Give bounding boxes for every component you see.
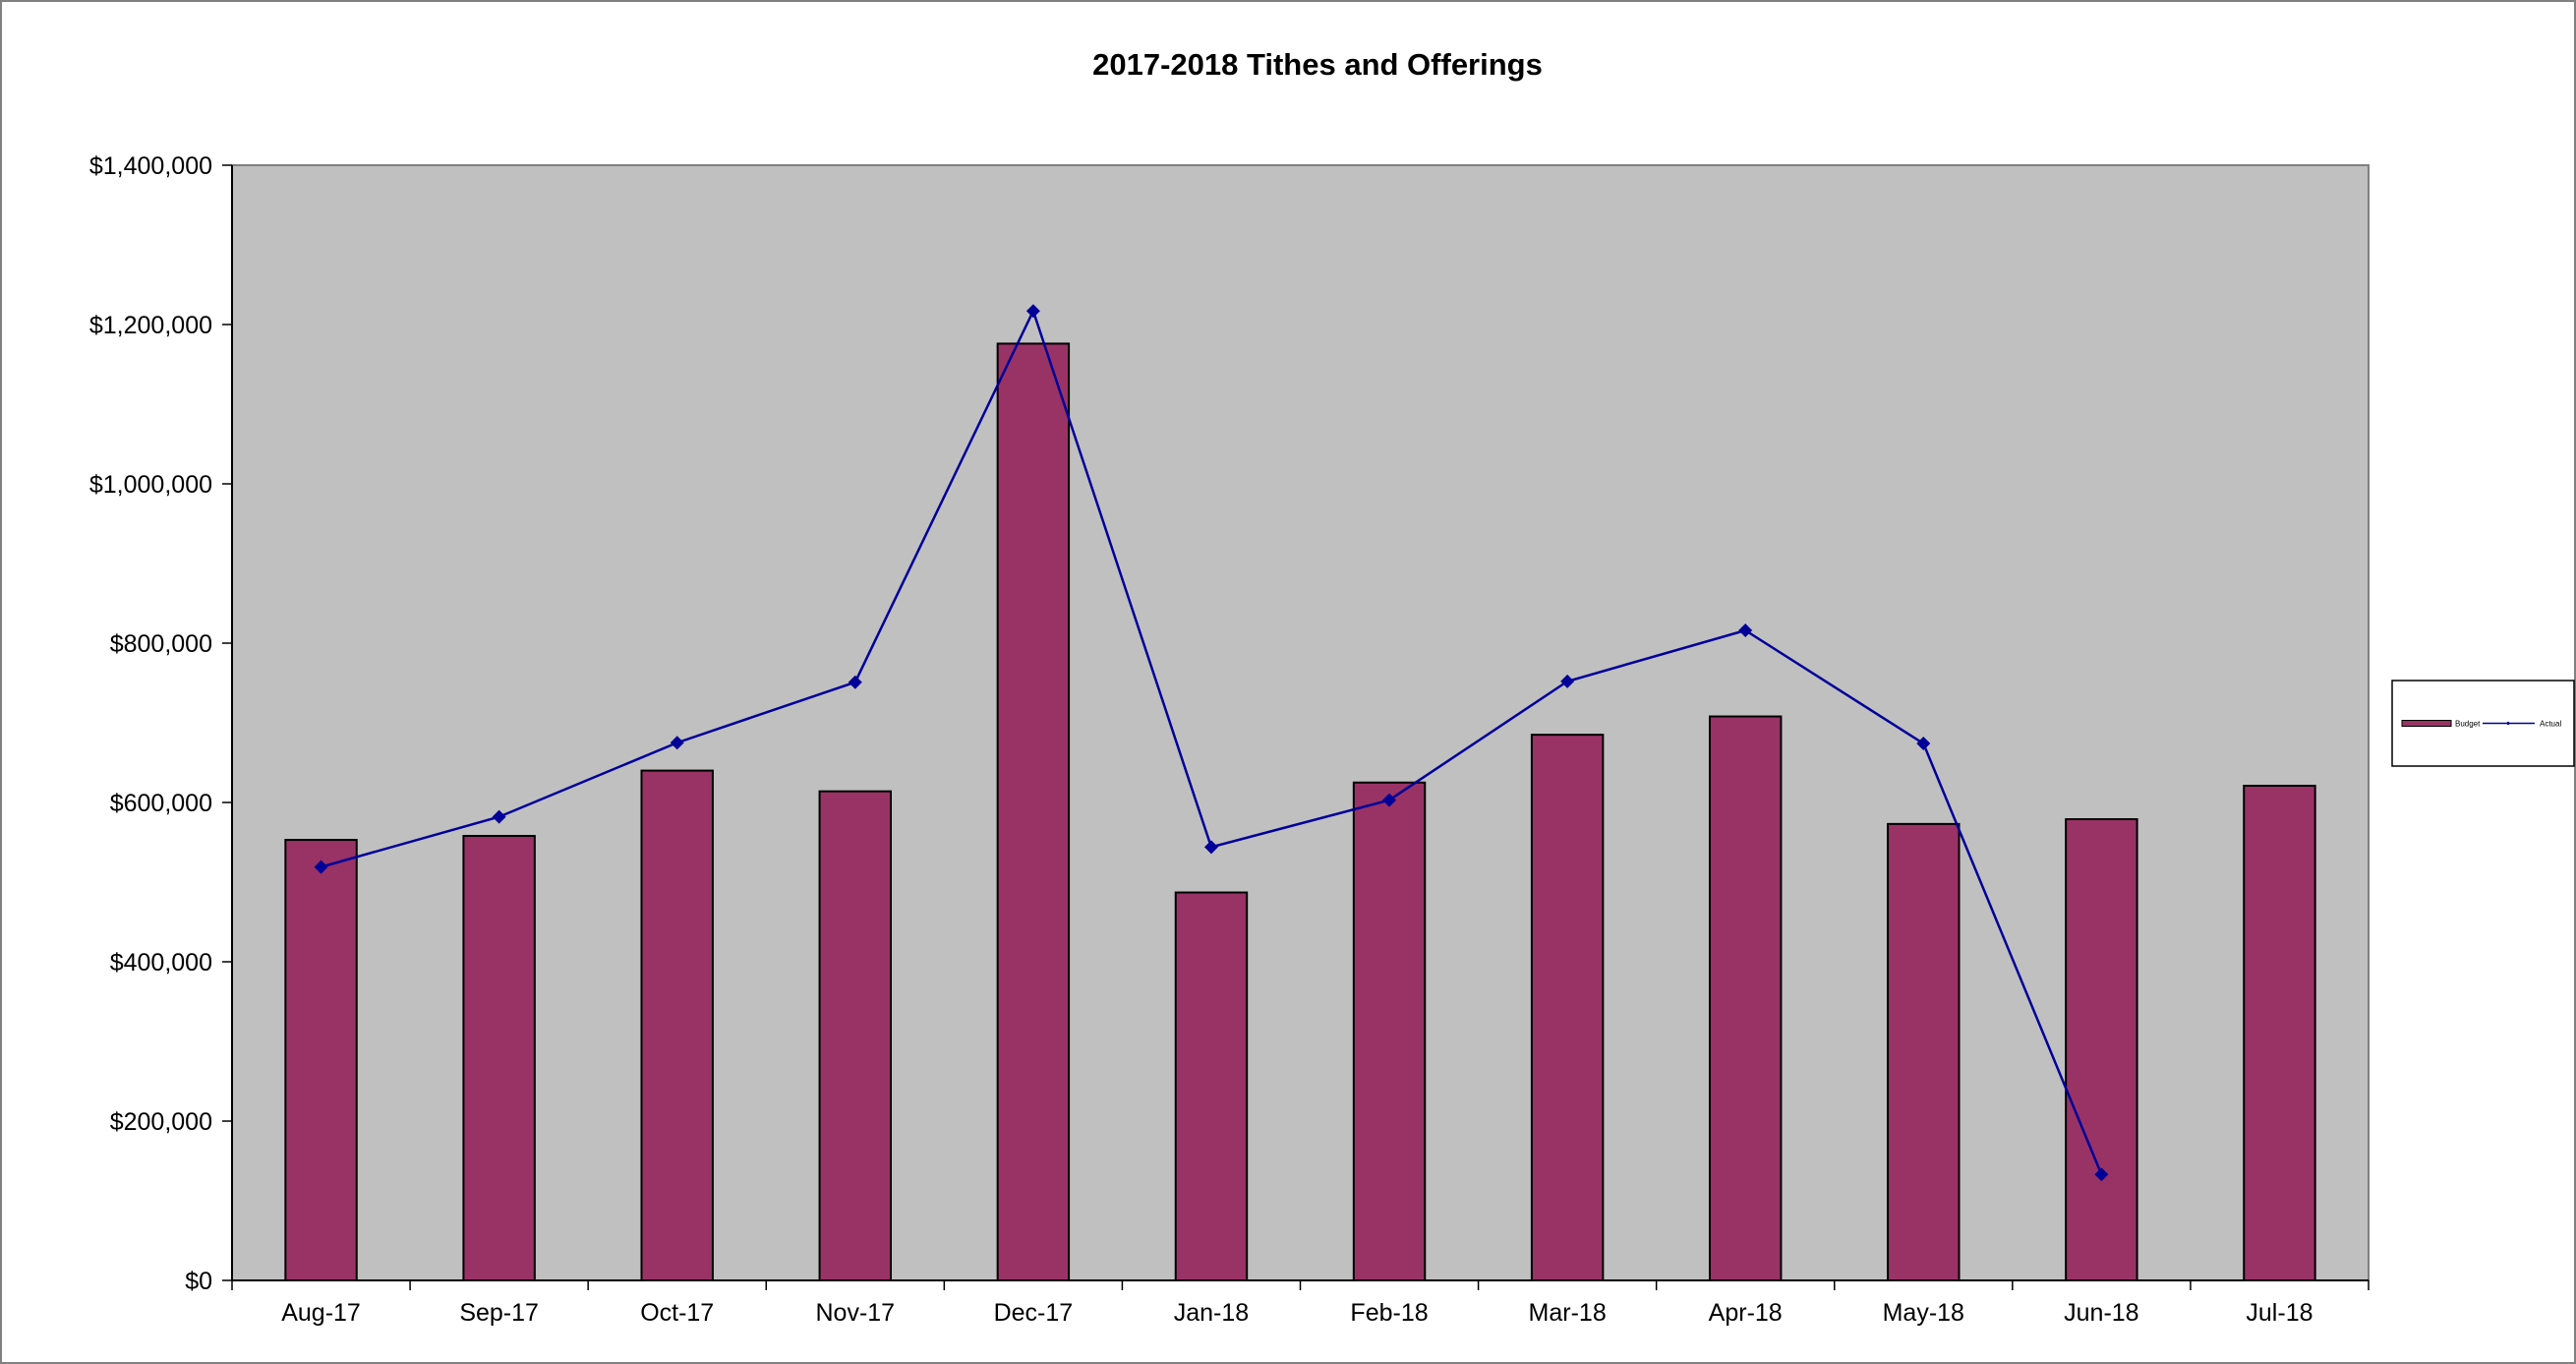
actual-point bbox=[1560, 674, 1575, 688]
actual-point bbox=[1203, 840, 1218, 855]
x-tick-label: Aug-17 bbox=[281, 1299, 361, 1327]
y-tick-label: $0 bbox=[185, 1268, 212, 1295]
budget-bar bbox=[284, 839, 358, 1281]
chart-title: 2017-2018 Tithes and Offerings bbox=[1092, 47, 1543, 82]
plot-background bbox=[231, 164, 2370, 1281]
budget-bar bbox=[640, 769, 714, 1281]
actual-point bbox=[314, 860, 328, 874]
actual-point bbox=[1738, 623, 1753, 638]
budget-bar bbox=[996, 342, 1071, 1281]
x-tick-label: Nov-17 bbox=[815, 1299, 895, 1327]
budget-bar bbox=[1708, 715, 1783, 1281]
budget-bar bbox=[1174, 891, 1249, 1282]
actual-point bbox=[1025, 304, 1040, 319]
x-tick-label: Mar-18 bbox=[1529, 1299, 1607, 1327]
x-tick-label: Jan-18 bbox=[1174, 1299, 1249, 1327]
legend: Budget Actual bbox=[2391, 680, 2575, 767]
budget-bar bbox=[1352, 781, 1427, 1281]
actual-point bbox=[492, 809, 506, 824]
plot-area: $0 $200,000 $400,000 $600,000 $800,000 $1,000… bbox=[89, 152, 2370, 1327]
x-tick-label: Apr-18 bbox=[1709, 1299, 1783, 1327]
y-tick-label: $200,000 bbox=[110, 1108, 212, 1136]
x-tick-label: Oct-17 bbox=[640, 1299, 714, 1327]
x-tick-label: May-18 bbox=[1883, 1299, 1964, 1327]
actual-point bbox=[2094, 1167, 2109, 1182]
budget-bar bbox=[462, 835, 536, 1282]
x-tick-label: Dec-17 bbox=[994, 1299, 1074, 1327]
x-tick-label: Feb-18 bbox=[1350, 1299, 1428, 1327]
legend-label-actual: Actual bbox=[2540, 720, 2561, 729]
x-tick-label: Jun-18 bbox=[2064, 1299, 2138, 1327]
legend-marker-actual bbox=[2506, 721, 2510, 726]
budget-bar bbox=[818, 790, 893, 1281]
actual-point bbox=[670, 736, 684, 750]
budget-bar bbox=[2065, 818, 2138, 1281]
y-tick-label: $600,000 bbox=[110, 790, 212, 817]
budget-bar bbox=[1887, 822, 1961, 1281]
y-tick-label: $1,400,000 bbox=[89, 152, 212, 180]
actual-point bbox=[1382, 793, 1397, 807]
budget-bar bbox=[2243, 784, 2316, 1281]
actual-point bbox=[1916, 737, 1931, 751]
y-tick-label: $400,000 bbox=[110, 949, 212, 977]
x-tick-label: Sep-17 bbox=[459, 1299, 539, 1327]
y-tick-label: $800,000 bbox=[110, 630, 212, 658]
legend-swatch-budget bbox=[2401, 720, 2452, 727]
y-tick-label: $1,200,000 bbox=[89, 312, 212, 339]
actual-point bbox=[848, 675, 862, 689]
budget-bar bbox=[1530, 734, 1605, 1281]
x-tick-label: Jul-18 bbox=[2246, 1299, 2313, 1327]
y-tick-label: $1,000,000 bbox=[89, 471, 212, 499]
legend-label-budget: Budget bbox=[2455, 720, 2481, 729]
